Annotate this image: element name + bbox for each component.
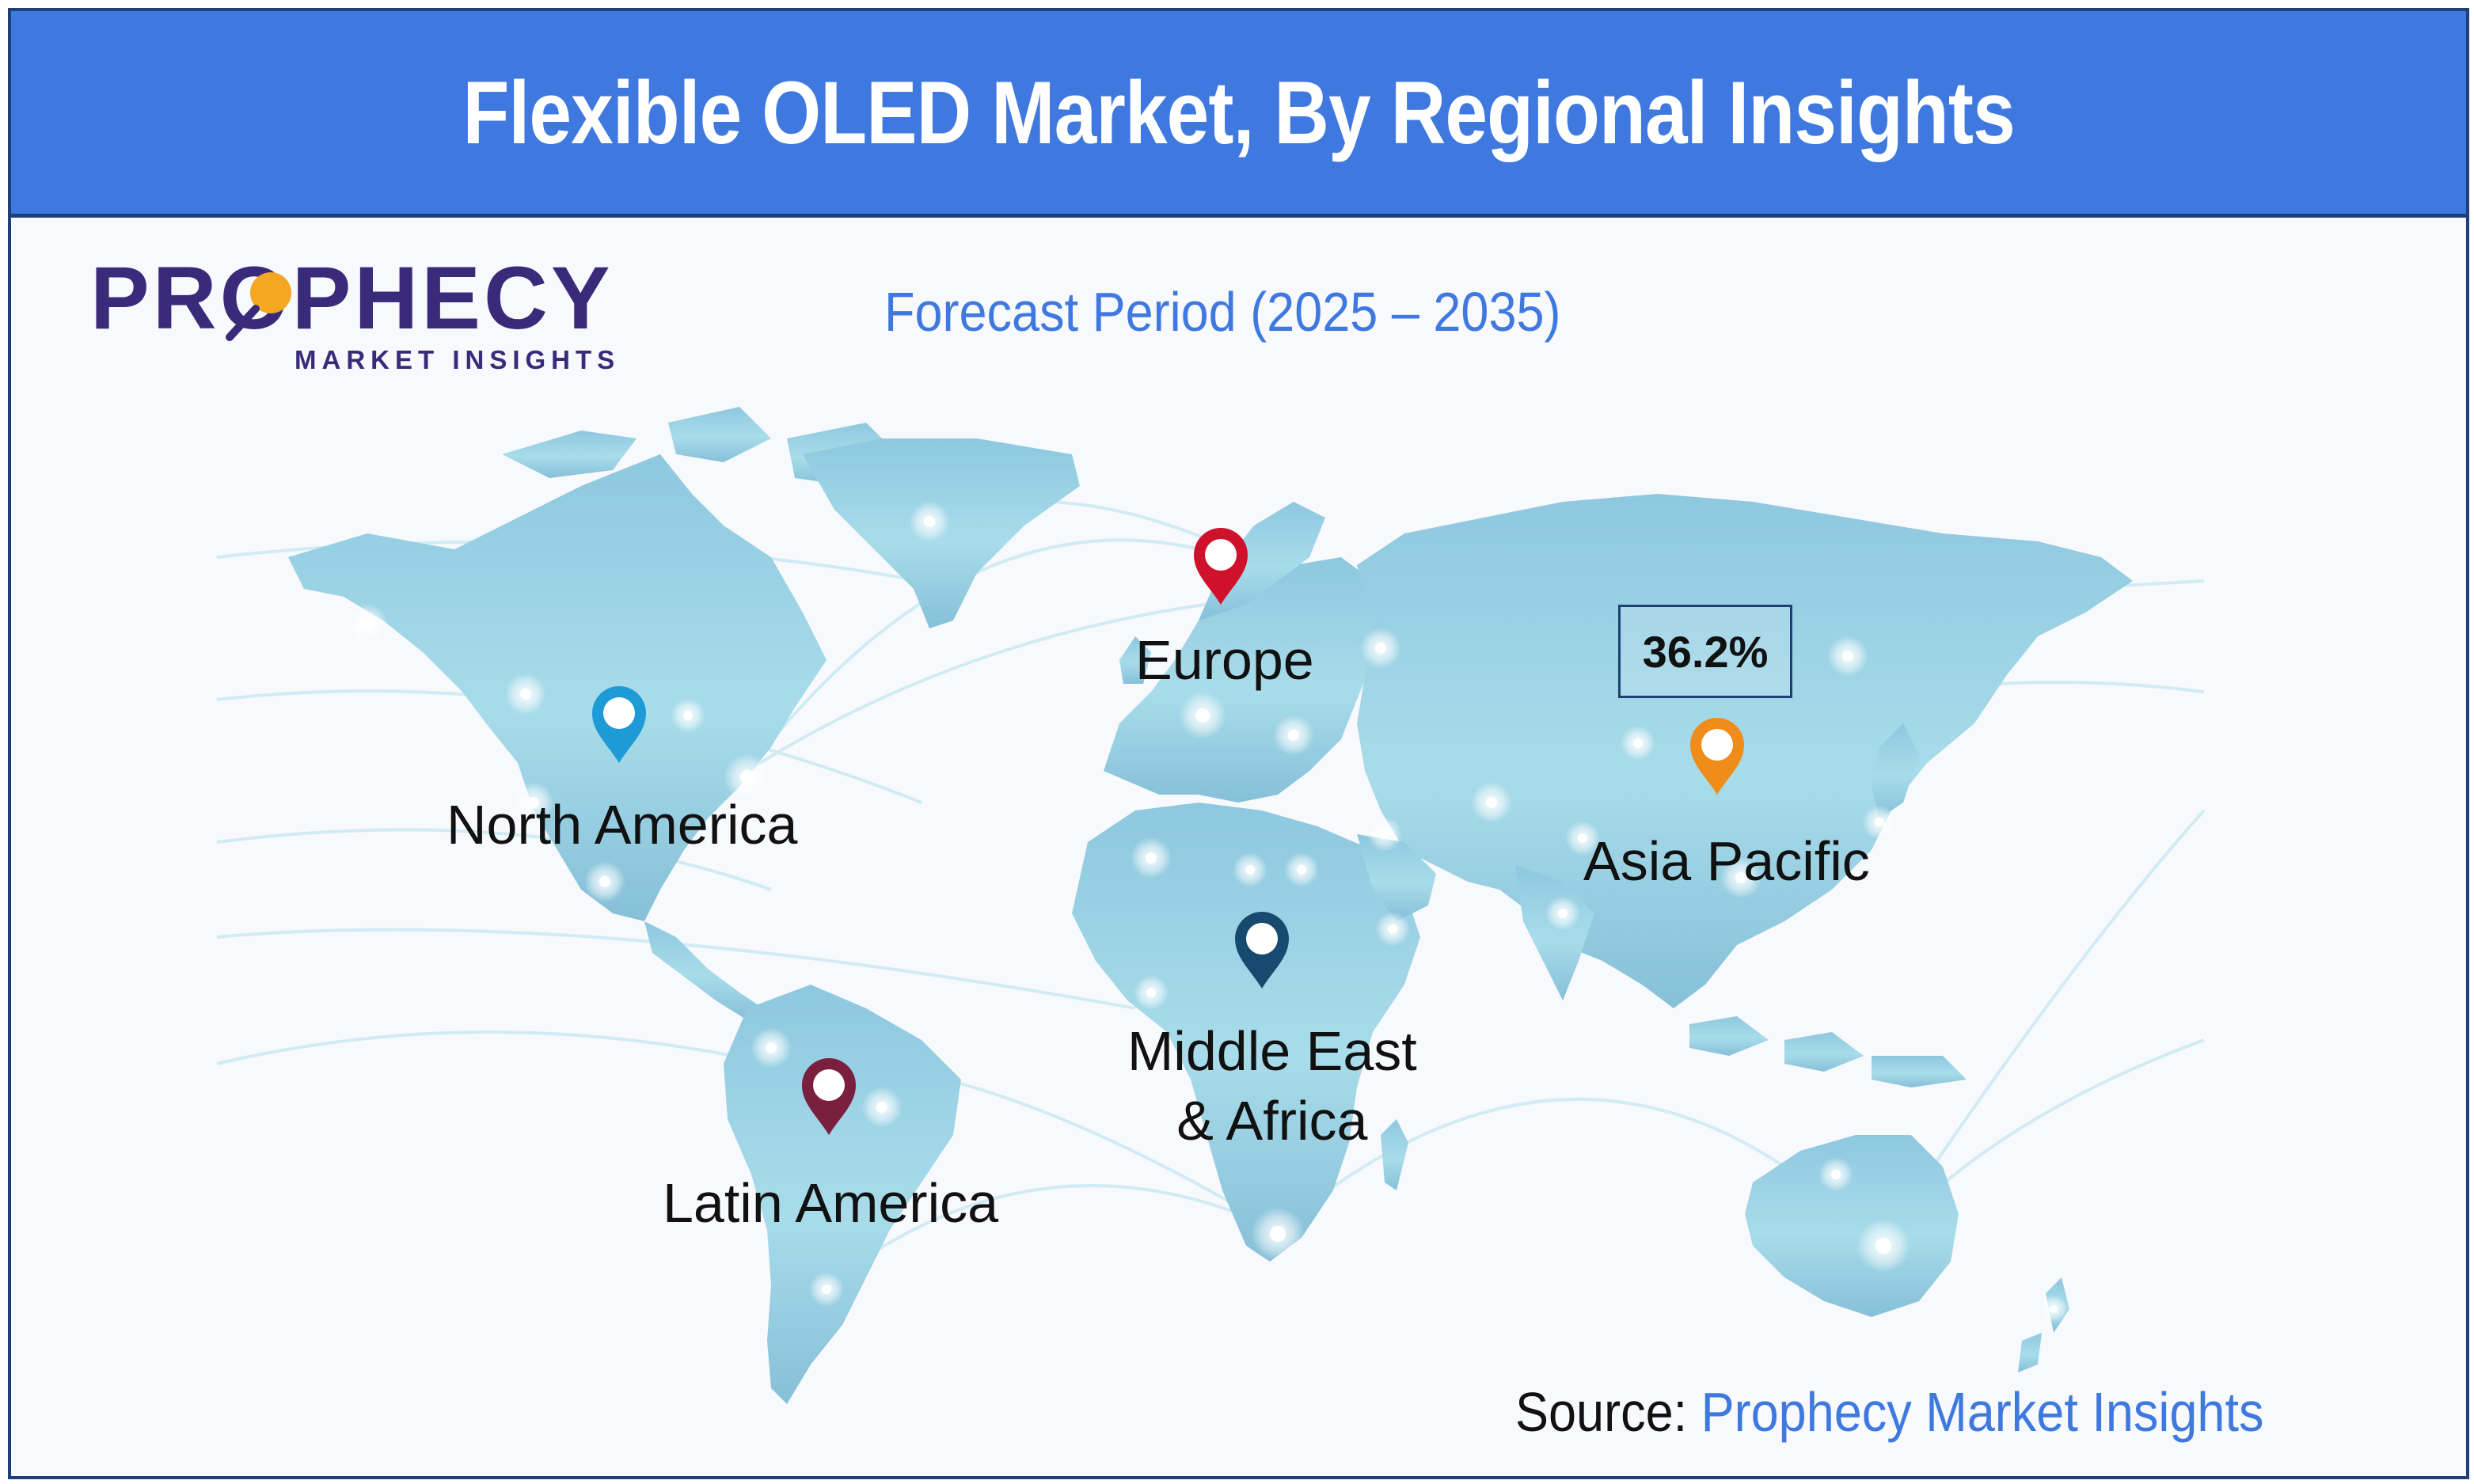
region-label-latin-america: Latin America <box>663 1172 999 1234</box>
world-map <box>216 407 2206 1404</box>
source-name: Prophecy Market Insights <box>1701 1381 2264 1443</box>
title-banner: Flexible OLED Market, By Regional Insigh… <box>11 11 2466 218</box>
continents <box>288 407 2133 1404</box>
middle-east-africa-pin-icon <box>1235 912 1289 989</box>
region-label-line-2: & Africa <box>1176 1090 1368 1152</box>
source-label: Source: <box>1515 1381 1701 1443</box>
logo-wordmark: PROPHECY <box>90 249 614 347</box>
infographic-frame: Flexible OLED Market, By Regional Insigh… <box>8 8 2469 1479</box>
asia-pacific-value-box: 36.2% <box>1618 605 1792 698</box>
australia-landmass <box>1745 1135 1959 1317</box>
latin-america-pin-icon <box>802 1058 856 1135</box>
region-label-asia-pacific: Asia Pacific <box>1583 830 1870 892</box>
africa-landmass <box>1072 803 1420 1262</box>
city-dots <box>362 516 2058 1313</box>
europe-pin-icon <box>1194 528 1248 605</box>
page-title: Flexible OLED Market, By Regional Insigh… <box>462 63 2015 162</box>
europe-landmass <box>1104 557 1389 803</box>
forecast-period: Forecast Period (2025 – 2035) <box>884 281 1561 343</box>
region-label-middle-east-africa: Middle East & Africa <box>1127 1016 1417 1156</box>
asia-landmass <box>1357 494 2133 1008</box>
prophecy-logo: PROPHECY MARKET INSIGHTS <box>90 249 629 391</box>
south-america-landmass <box>724 985 961 1404</box>
region-label-europe: Europe <box>1135 629 1314 691</box>
region-label-north-america: North America <box>447 794 798 856</box>
north-america-pin-icon <box>592 686 646 763</box>
asia-pacific-pin-icon <box>1690 718 1744 795</box>
north-america-landmass <box>288 454 827 921</box>
logo-tagline: MARKET INSIGHTS <box>295 345 621 374</box>
region-label-line-1: Middle East <box>1127 1020 1417 1082</box>
source-credit: Source: Prophecy Market Insights <box>1515 1380 2263 1444</box>
magnifier-icon <box>226 272 291 341</box>
